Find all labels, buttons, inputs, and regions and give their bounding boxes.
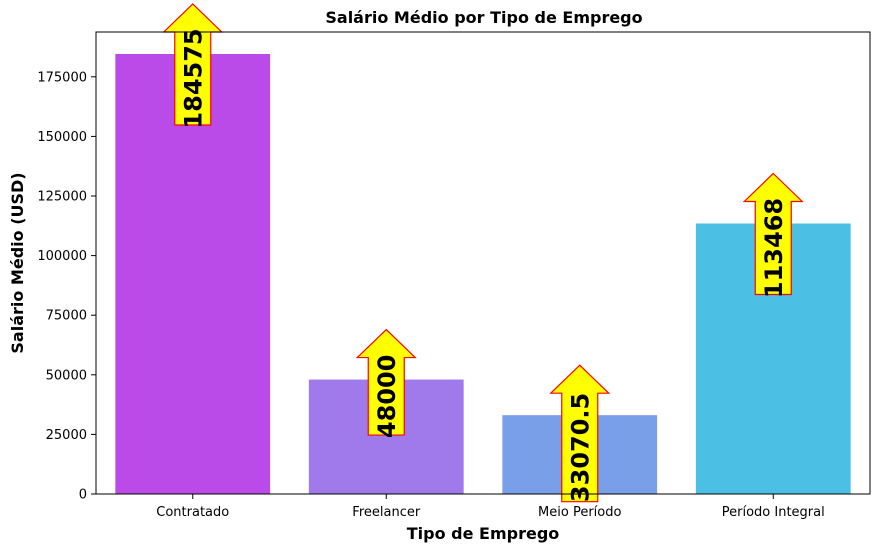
x-tick-label: Meio Período <box>538 505 621 520</box>
y-tick-label: 25000 <box>46 428 87 443</box>
y-tick-label: 50000 <box>46 368 87 383</box>
x-tick-label: Contratado <box>156 505 229 520</box>
plot-frame <box>95 31 871 495</box>
annotations-group: 184575 48000 33070.5 113468 <box>162 3 804 503</box>
x-tick-label: Freelancer <box>352 505 421 520</box>
arrow-annotation-icon <box>355 328 417 436</box>
y-axis: 0 25000 50000 75000 100000 125000 150000 175000 <box>37 70 96 503</box>
y-tick-label: 75000 <box>46 309 87 324</box>
chart-title: Salário Médio por Tipo de Emprego <box>325 8 642 27</box>
y-tick-label: 125000 <box>37 190 87 205</box>
data-label: 113468 <box>760 198 788 298</box>
y-axis-label: Salário Médio (USD) <box>8 172 27 353</box>
data-label: 48000 <box>373 355 401 439</box>
bar <box>115 53 271 494</box>
x-axis: Contratado Freelancer Meio Período Período … <box>156 494 825 520</box>
x-tick-label: Período Integral <box>722 505 825 520</box>
y-tick-label: 150000 <box>37 130 87 145</box>
bars-group <box>115 53 851 494</box>
arrow-annotation-icon <box>549 364 611 503</box>
arrow-annotation-icon <box>742 172 804 296</box>
data-label: 184575 <box>179 28 207 128</box>
y-tick-label: 0 <box>79 488 87 503</box>
y-tick-label: 175000 <box>37 70 87 85</box>
data-label: 33070.5 <box>566 393 594 502</box>
x-axis-label: Tipo de Emprego <box>407 524 560 543</box>
y-tick-label: 100000 <box>37 249 87 264</box>
